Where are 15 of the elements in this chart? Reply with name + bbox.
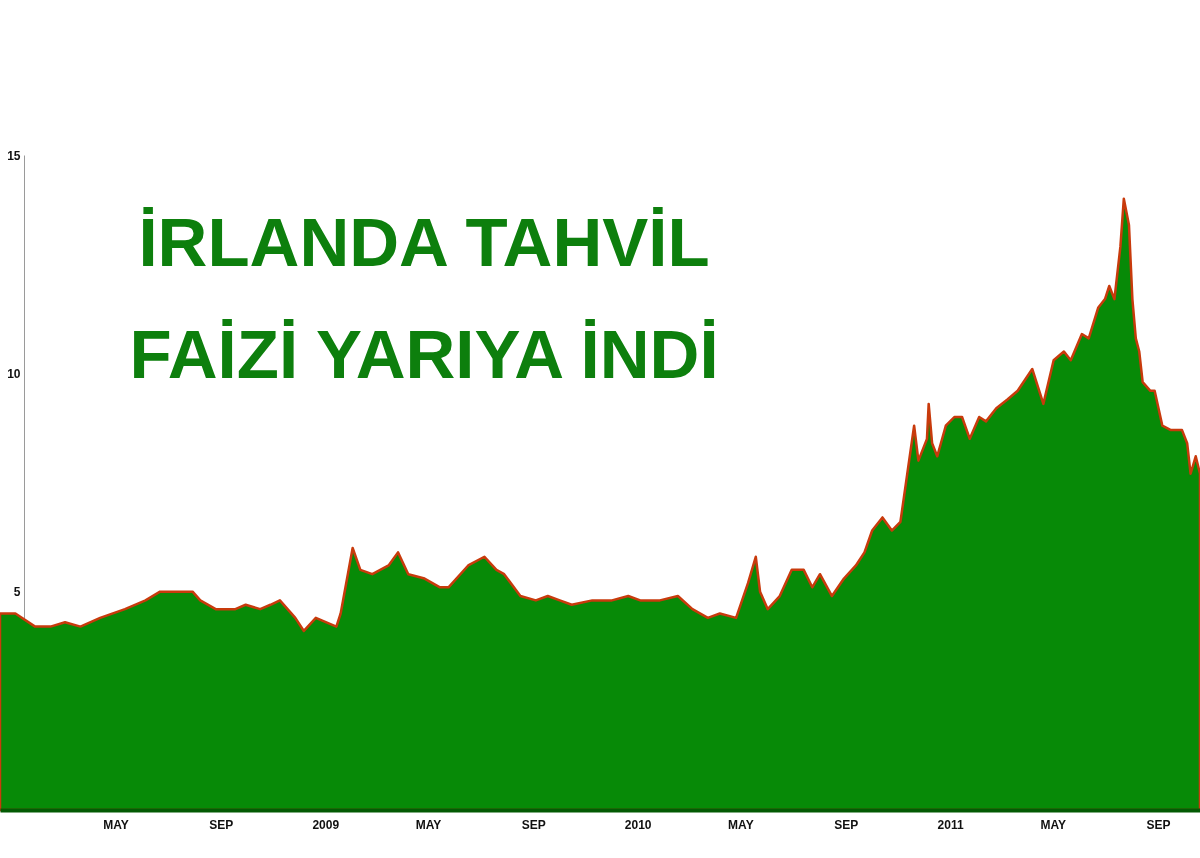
x-tick-label: MAY (1040, 817, 1067, 832)
x-tick-label: MAY (728, 817, 754, 832)
x-tick-label: SEP (521, 817, 546, 832)
x-tick-label: SEP (1146, 817, 1171, 832)
y-tick-label: 5 (13, 585, 21, 600)
x-tick-label: SEP (209, 817, 234, 832)
x-tick-label: 2011 (937, 817, 964, 832)
x-tick-label: 2009 (312, 817, 340, 832)
x-tick-label: MAY (415, 817, 442, 832)
y-tick-label: 15 (7, 148, 21, 163)
x-tick-label: SEP (834, 817, 859, 832)
y-tick-label: 10 (7, 366, 21, 381)
x-tick-label: MAY (103, 817, 129, 832)
x-tick-label: 2010 (624, 817, 652, 832)
text: İRLANDA TAHVİL FAİZİ YARIYA İNDİ (129, 204, 719, 393)
